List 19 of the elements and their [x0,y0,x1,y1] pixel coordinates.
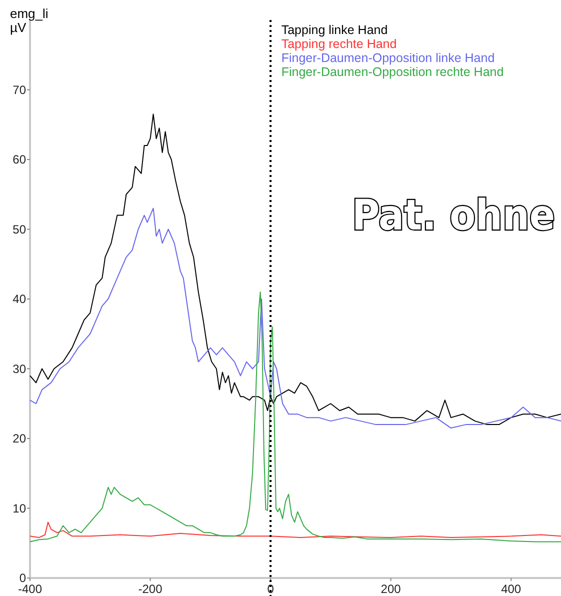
y-tick-label: 70 [12,82,26,97]
annotation: Pat. ohne [352,190,555,240]
text: Tapping linke Hand [281,23,388,37]
y-tick-label: 40 [12,292,26,306]
line-series [30,522,561,538]
y-axis-title: emg_li µV [10,6,48,35]
y-tick-label: 30 [12,362,26,376]
line-series [30,292,561,542]
y-tick-label: 20 [12,432,26,446]
y-tick-label: 50 [12,222,26,236]
x-tick-label: 0 [267,582,274,596]
text: Finger-Daumen-Opposition linke Hand [281,51,495,65]
y-tick-label: 10 [12,501,26,516]
x-tick-label: 200 [380,582,402,596]
text: Tapping rechte Hand [281,37,397,51]
x-tick-label: -200 [138,582,163,596]
x-tick-label: 400 [501,582,522,596]
text: Finger-Daumen-Opposition rechte Hand [281,65,504,79]
y-tick-label: 60 [12,152,26,167]
